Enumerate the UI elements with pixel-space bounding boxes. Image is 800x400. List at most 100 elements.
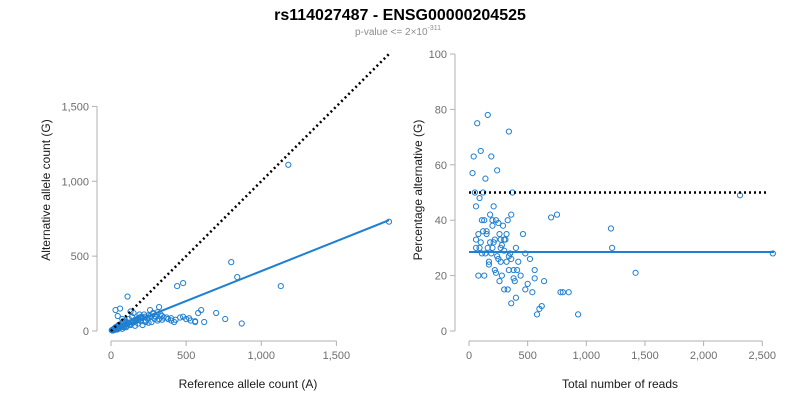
data-point	[168, 317, 175, 324]
data-point	[472, 236, 480, 243]
data-point	[484, 111, 491, 119]
right-y-tick-label: 60	[435, 160, 447, 172]
left-y-tick-label: 500	[71, 251, 89, 263]
chart-title: rs114027487 - ENSG00000204525	[274, 7, 526, 24]
data-point	[503, 230, 510, 238]
data-point	[531, 275, 538, 282]
data-point	[501, 236, 508, 243]
data-point	[155, 303, 163, 311]
left-y-tick-label: 0	[83, 326, 89, 338]
data-point	[488, 153, 495, 160]
data-point	[553, 211, 561, 218]
data-point	[498, 242, 505, 249]
data-point	[116, 305, 124, 312]
data-point	[559, 289, 566, 296]
data-point	[481, 217, 488, 224]
data-point	[529, 289, 536, 296]
data-point	[474, 120, 481, 127]
data-point	[489, 244, 496, 251]
data-point	[501, 286, 508, 293]
data-point	[538, 302, 545, 310]
right-x-tick-label: 1,500	[631, 350, 659, 362]
left-panel: 0 500 1,000 1,500 0 500 1,000 1,500 Reference …	[39, 53, 393, 391]
data-point	[540, 278, 548, 285]
right-x-axis-label: Total number of reads	[562, 377, 678, 391]
data-point	[508, 211, 515, 218]
left-y-tick-label: 1,000	[61, 176, 89, 188]
data-point	[512, 294, 520, 301]
data-point	[533, 311, 541, 318]
data-point	[201, 318, 208, 326]
data-point	[475, 230, 482, 238]
data-point	[512, 244, 520, 251]
data-point	[522, 286, 529, 293]
data-point	[504, 217, 511, 224]
data-point	[195, 309, 202, 317]
data-point	[285, 161, 292, 168]
reference-line	[110, 53, 390, 332]
data-point	[519, 230, 527, 238]
data-point	[499, 222, 507, 229]
right-y-tick-label: 20	[435, 271, 447, 283]
data-point	[180, 279, 187, 287]
data-point	[531, 266, 538, 274]
fit-line	[110, 219, 390, 332]
data-point	[491, 236, 498, 243]
data-point	[501, 247, 508, 254]
data-point	[477, 239, 484, 246]
data-point	[482, 250, 489, 257]
data-point	[470, 153, 477, 160]
data-point	[609, 244, 616, 251]
chart-subtitle: p-value <= 2×10-311	[355, 25, 441, 38]
data-point	[487, 211, 494, 218]
data-point	[471, 189, 478, 196]
data-point	[145, 319, 152, 326]
left-x-axis: 0 500 1,000 1,500	[108, 340, 351, 362]
data-point	[510, 275, 517, 282]
data-point	[478, 217, 486, 224]
data-point	[565, 289, 572, 296]
data-point	[198, 306, 205, 314]
data-point	[481, 272, 488, 279]
left-y-tick-label: 1,500	[61, 101, 89, 113]
right-x-tick-label: 1,000	[573, 350, 601, 362]
data-point	[277, 282, 284, 290]
data-point	[163, 314, 170, 321]
data-point	[165, 315, 172, 323]
data-point	[490, 239, 497, 246]
data-point	[508, 300, 515, 307]
data-point	[526, 255, 534, 263]
right-x-tick-label: 2,500	[749, 350, 777, 362]
data-point	[485, 258, 493, 265]
data-point	[548, 214, 555, 221]
left-x-tick-label: 1,500	[323, 350, 351, 362]
data-point	[238, 320, 245, 327]
data-point	[222, 315, 229, 323]
subtitle-base: p-value <= 2×10	[355, 27, 428, 38]
data-point	[483, 228, 490, 235]
right-y-axis-label: Percentage alternative (G)	[411, 120, 425, 261]
data-point	[476, 194, 483, 202]
data-point	[607, 225, 615, 232]
left-x-axis-label: Reference allele count (A)	[179, 377, 318, 391]
data-point	[515, 258, 522, 265]
data-point	[494, 253, 501, 260]
data-point	[192, 318, 199, 325]
data-point	[503, 258, 510, 265]
data-point	[522, 250, 529, 257]
data-point	[130, 309, 137, 317]
data-point	[469, 170, 476, 177]
data-point	[489, 217, 496, 224]
data-point	[496, 278, 503, 285]
right-x-tick-label: 0	[466, 350, 472, 362]
right-plot-area	[469, 111, 776, 318]
data-point	[510, 266, 517, 274]
data-point	[213, 309, 220, 317]
data-point	[498, 272, 505, 279]
data-point	[482, 175, 489, 182]
data-point	[479, 228, 487, 235]
right-panel: 0 500 1,000 1,500 2,000 2,500 0 20 40 60 80 100 To…	[411, 49, 776, 391]
data-point	[114, 312, 121, 320]
data-point	[180, 313, 187, 320]
